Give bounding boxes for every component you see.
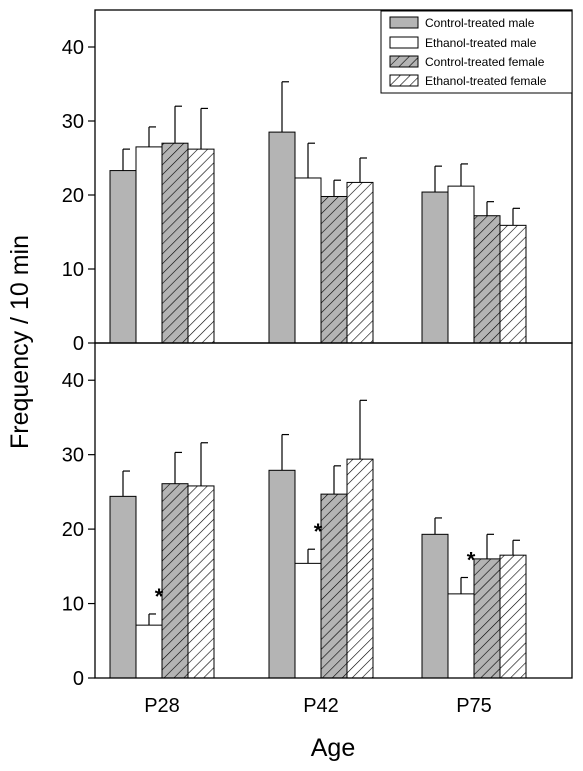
bar-bottom-p75-ethanol-treated-male: [447, 593, 475, 679]
panel-frame-bottom: [94, 342, 573, 679]
legend: Control-treated male Ethanol-treated mal…: [380, 10, 573, 94]
bar-bottom-p75-ethanol-treated-female: [499, 554, 527, 679]
bar-bottom-p42-control-treated-female: [320, 493, 348, 679]
bar-bottom-p28-control-treated-female: [161, 483, 189, 679]
bar-top-p28-control-treated-male: [109, 170, 137, 344]
x-category-label-p75: P75: [456, 695, 492, 717]
y-tick-label-top-0: 0: [73, 333, 84, 355]
y-tick-label-top-10: 10: [62, 259, 84, 281]
x-category-label-p42: P42: [303, 695, 339, 717]
legend-swatch-ethanol-female: [389, 74, 419, 87]
x-axis-title: Age: [311, 734, 355, 762]
y-tick-label-bottom-30: 30: [62, 445, 84, 467]
legend-label-ethanol-female: Ethanol-treated female: [425, 74, 547, 88]
y-tick-label-top-40: 40: [62, 37, 84, 59]
bar-bottom-p42-ethanol-treated-female: [346, 458, 374, 679]
bar-top-p75-control-treated-female: [473, 215, 501, 344]
bar-bottom-p75-control-treated-male: [421, 533, 449, 679]
plot-area: 0 10 20 30 40 * * * 0 10 20 30 40 P28 P42 P75: [62, 9, 573, 717]
legend-swatch-control-female: [389, 55, 419, 68]
legend-label-control-female: Control-treated female: [425, 55, 545, 69]
bar-bottom-p28-ethanol-treated-female: [187, 485, 215, 679]
bar-top-p42-control-treated-female: [320, 195, 348, 344]
significance-marker-bottom-p75: *: [467, 548, 476, 573]
bar-bottom-p28-ethanol-treated-male: [135, 624, 163, 679]
bar-top-p42-ethanol-treated-female: [346, 181, 374, 344]
legend-label-control-male: Control-treated male: [425, 16, 535, 30]
y-tick-label-bottom-10: 10: [62, 594, 84, 616]
bar-top-p75-ethanol-treated-female: [499, 224, 527, 344]
y-tick-label-bottom-0: 0: [73, 668, 84, 690]
bar-top-p28-ethanol-treated-male: [135, 146, 163, 344]
bar-top-p28-control-treated-female: [161, 142, 189, 344]
bar-top-p42-control-treated-male: [268, 131, 296, 344]
y-tick-label-bottom-20: 20: [62, 519, 84, 541]
significance-marker-bottom-p42: *: [314, 519, 323, 544]
y-tick-label-bottom-40: 40: [62, 370, 84, 392]
bar-top-p75-control-treated-male: [421, 191, 449, 344]
bar-top-p42-ethanol-treated-male: [294, 177, 322, 344]
bar-bottom-p42-ethanol-treated-male: [294, 562, 322, 679]
y-axis-title: Frequency / 10 min: [6, 235, 34, 449]
bar-top-p28-ethanol-treated-female: [187, 148, 215, 344]
y-tick-label-top-20: 20: [62, 185, 84, 207]
bar-bottom-p42-control-treated-male: [268, 469, 296, 679]
legend-label-ethanol-male: Ethanol-treated male: [425, 36, 537, 50]
legend-swatch-control-male: [389, 16, 419, 29]
legend-swatch-ethanol-male: [389, 36, 419, 49]
bar-bottom-p75-control-treated-female: [473, 558, 501, 679]
x-category-label-p28: P28: [144, 695, 180, 717]
y-tick-label-top-30: 30: [62, 111, 84, 133]
significance-marker-bottom-p28: *: [155, 584, 164, 609]
bar-top-p75-ethanol-treated-male: [447, 185, 475, 344]
bar-bottom-p28-control-treated-male: [109, 495, 137, 679]
